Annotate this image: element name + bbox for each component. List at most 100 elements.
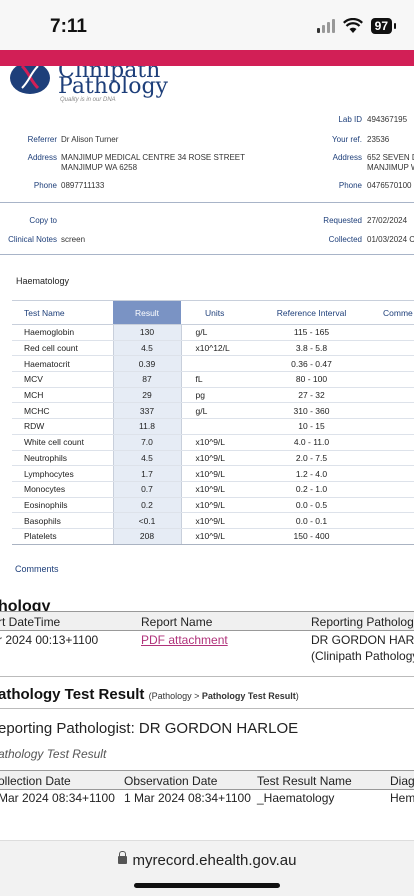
result-row: Monocytes 0.7 x10^9/L 0.2 - 1.0 (12, 481, 414, 498)
test-name: Basophils (12, 512, 113, 529)
accent-bar (0, 50, 414, 66)
units: x10^9/L (181, 512, 254, 529)
test-name: MCHC (12, 402, 113, 420)
units: x10^9/L (181, 450, 254, 467)
comment (369, 497, 414, 514)
test-name: Haematocrit (12, 355, 113, 373)
col-test-result-name: Test Result Name (257, 774, 352, 788)
requested-label: Requested (323, 216, 362, 225)
clinical-notes-value: screen (61, 235, 86, 244)
reference-interval: 0.36 - 0.47 (254, 355, 369, 373)
comment (369, 450, 414, 467)
test-name: MCV (12, 371, 113, 388)
signal-icon (316, 19, 335, 33)
units: g/L (181, 402, 254, 420)
collected-label: Collected (328, 235, 362, 244)
units: x10^9/L (181, 528, 254, 545)
result-value: 337 (112, 402, 182, 420)
test-name: Monocytes (12, 481, 113, 498)
reference-interval: 3.8 - 5.8 (254, 340, 369, 357)
section-heading: Haematology (16, 276, 70, 286)
reporting-pathologist-org: (Clinipath Pathology (311, 649, 414, 663)
comment (369, 387, 414, 404)
lab-id-value: 494367195 (367, 115, 408, 124)
test-name: MCH (12, 387, 113, 404)
your-ref-label: Your ref. (332, 135, 362, 144)
pdf-attachment-link[interactable]: PDF attachment (141, 633, 228, 647)
copy-to-label: Copy to (29, 216, 57, 225)
your-ref-value: 23536 (367, 135, 390, 144)
observations-grid-header: ollection Date Observation Date Test Res… (0, 770, 414, 790)
patient-phone-value: 0476570100 (367, 181, 412, 190)
comment (369, 324, 414, 341)
reference-interval: 310 - 360 (254, 402, 369, 420)
result-row: White cell count 7.0 x10^9/L 4.0 - 11.0 (12, 434, 414, 451)
battery-icon: 97 (370, 18, 397, 34)
col-reporting-pathologist: Reporting Patholog (311, 615, 414, 629)
units (181, 418, 254, 435)
units (181, 355, 254, 373)
units: x10^9/L (181, 497, 254, 514)
collection-date: Mar 2024 08:34+1100 (0, 791, 115, 805)
test-name: Lymphocytes (12, 465, 113, 482)
col-units: Units (181, 300, 254, 325)
result-value: 4.5 (112, 450, 182, 467)
result-value: 11.8 (112, 418, 182, 435)
result-row: MCV 87 fL 80 - 100 (12, 371, 414, 388)
col-comments: Comme (369, 300, 414, 325)
test-name: Haemoglobin (12, 324, 113, 341)
patient-address-label: Address (332, 153, 362, 162)
result-row: Lymphocytes 1.7 x10^9/L 1.2 - 4.0 (12, 465, 414, 482)
referrer-value: Dr Alison Turner (61, 135, 119, 144)
test-name: Neutrophils (12, 450, 113, 467)
result-value: 7.0 (112, 434, 182, 451)
home-indicator[interactable] (134, 883, 280, 888)
result-value: 0.7 (112, 481, 182, 498)
pathology-test-result-title: athology Test Result (0, 747, 107, 761)
address-line1: MANJIMUP MEDICAL CENTRE 34 ROSE STREET (61, 153, 246, 162)
result-row: Basophils <0.1 x10^9/L 0.0 - 0.1 (12, 512, 414, 529)
status-bar: 7:11 97 (0, 0, 414, 50)
result-value: 208 (112, 528, 182, 545)
status-time: 7:11 (50, 16, 87, 37)
units: x10^9/L (181, 434, 254, 451)
result-row: Platelets 208 x10^9/L 150 - 400 (12, 528, 414, 545)
clinical-notes-label: Clinical Notes (8, 235, 57, 244)
reference-interval: 150 - 400 (254, 528, 369, 545)
record-section: hology rt DateTime Report Name Reporting… (0, 590, 414, 840)
reference-interval: 2.0 - 7.5 (254, 450, 369, 467)
referrer-label: Referrer (27, 135, 57, 144)
result-value: 29 (112, 387, 182, 404)
logo-brand-name: Pathology (58, 74, 168, 99)
col-test-name: Test Name (12, 300, 113, 325)
address-line2: MANJIMUP WA 6258 (61, 163, 138, 172)
comment (369, 355, 414, 373)
test-name: White cell count (12, 434, 113, 451)
result-value: 4.5 (112, 340, 182, 357)
status-icons: 97 (316, 18, 397, 34)
url-text[interactable]: myrecord.ehealth.gov.au (0, 851, 414, 869)
result-value: 0.2 (112, 497, 182, 514)
observation-date: 1 Mar 2024 08:34+1100 (124, 791, 251, 805)
result-row: MCH 29 pg 27 - 32 (12, 387, 414, 404)
diagnosis: Hem (390, 791, 414, 805)
comment (369, 481, 414, 498)
phone-value: 0897711133 (61, 181, 105, 190)
reference-interval: 4.0 - 11.0 (254, 434, 369, 451)
header-divider (0, 202, 414, 203)
result-value: 0.39 (112, 355, 182, 373)
address-label: Address (27, 153, 57, 162)
comments-link[interactable]: Comments (15, 564, 59, 574)
reference-interval: 0.0 - 0.5 (254, 497, 369, 514)
wifi-icon (342, 18, 363, 33)
reporting-pathologist: eporting Pathologist: DR GORDON HARLOE (0, 720, 299, 737)
units: fL (181, 371, 254, 388)
result-row: Red cell count 4.5 x10^12/L 3.8 - 5.8 (12, 340, 414, 357)
col-report-datetime: rt DateTime (0, 615, 61, 629)
dna-logo-icon (10, 66, 50, 94)
notes-divider (0, 254, 414, 255)
units: x10^12/L (181, 340, 254, 357)
reporting-pathologist-name: DR GORDON HARLO (311, 633, 414, 647)
col-result: Result (113, 300, 181, 325)
result-value: 1.7 (112, 465, 182, 482)
